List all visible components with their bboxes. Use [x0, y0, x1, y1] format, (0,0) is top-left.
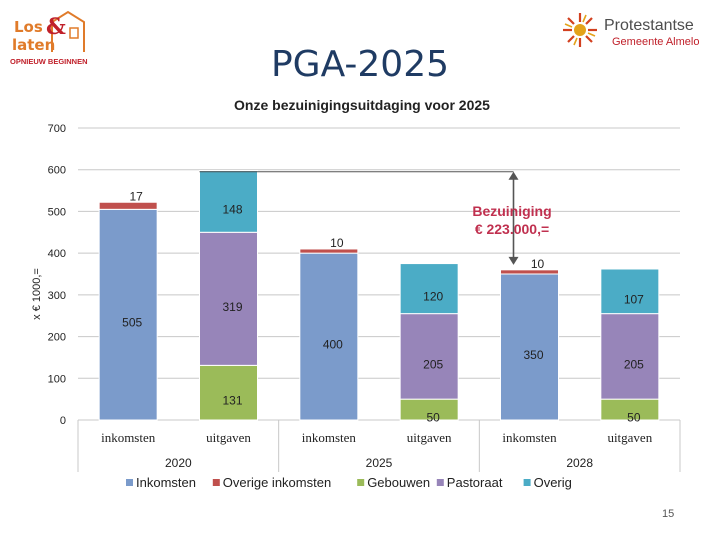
x-group-label: 2028: [566, 456, 593, 470]
y-tick-label: 700: [48, 123, 66, 135]
logo-right-name: Protestantse: [604, 17, 694, 34]
data-label: 319: [222, 300, 242, 314]
annotation-line2: € 223.000,=: [475, 221, 549, 237]
x-group-label: 2020: [165, 456, 192, 470]
legend-label: Inkomsten: [136, 475, 196, 490]
bar-segment: [500, 273, 559, 421]
data-label: 131: [222, 394, 242, 408]
data-label: 350: [523, 348, 543, 362]
legend-swatch: [357, 479, 365, 486]
data-label: 120: [423, 290, 443, 304]
y-tick-label: 100: [48, 373, 66, 385]
bar-segment: [600, 268, 660, 315]
data-label: 505: [122, 316, 142, 330]
slide-title: PGA-2025: [270, 44, 450, 85]
data-label: 50: [426, 411, 440, 425]
data-label: 400: [323, 338, 343, 352]
y-tick-label: 0: [60, 415, 66, 427]
annotation-arrowhead-down: [508, 256, 519, 265]
bar-segment: [98, 208, 158, 421]
y-tick-label: 300: [48, 290, 66, 302]
y-axis-label: x € 1000,=: [31, 268, 43, 320]
data-label: 148: [222, 202, 242, 216]
logo-right-sub: Gemeente Almelo: [612, 36, 699, 48]
protestantse-gemeente-logo: Protestantse Gemeente Almelo: [560, 8, 710, 52]
legend-swatch: [523, 479, 531, 486]
bar-segment: [600, 313, 660, 400]
x-group-label: 2025: [366, 456, 393, 470]
legend-swatch: [436, 479, 444, 486]
bar-segment: [299, 248, 359, 254]
bar-segment: [199, 231, 258, 366]
annotation-line1: Bezuiniging: [472, 203, 551, 219]
bar-segment: [299, 252, 359, 421]
sun-emblem-icon: [563, 13, 597, 47]
legend-label: Overig: [534, 475, 572, 490]
bar-segment: [199, 364, 258, 421]
legend-label: Overige inkomsten: [223, 475, 331, 490]
annotation-arrowhead-up: [508, 171, 519, 180]
bar-segment: [98, 201, 158, 210]
legend-label: Gebouwen: [367, 475, 430, 490]
data-label: 205: [624, 357, 644, 371]
y-tick-label: 200: [48, 332, 66, 344]
page-number: 15: [662, 508, 675, 520]
x-category-label: uitgaven: [407, 430, 452, 445]
data-label: 107: [624, 292, 644, 306]
bar-segment: [399, 263, 459, 315]
data-label: 10: [531, 257, 545, 271]
bar-segment: [399, 313, 459, 400]
stacked-bar-chart: Onze bezuinigingsuitdaging voor 2025 0 100…: [31, 97, 681, 490]
los-laten-logo: Los & laten OPNIEUW BEGINNEN: [8, 8, 108, 66]
data-label: 205: [423, 357, 443, 371]
y-tick-label: 600: [48, 165, 66, 177]
logo-left-ampersand: &: [46, 14, 66, 40]
data-label: 17: [129, 189, 143, 203]
y-tick-label: 400: [48, 248, 66, 260]
data-label: 50: [627, 411, 641, 425]
chart-title: Onze bezuinigingsuitdaging voor 2025: [234, 97, 490, 113]
x-category-label: inkomsten: [502, 430, 557, 445]
bar-segment: [500, 269, 559, 275]
x-category-label: inkomsten: [101, 430, 156, 445]
bar-segment: [199, 170, 258, 233]
legend-swatch: [126, 479, 133, 486]
logo-left-tagline: OPNIEUW BEGINNEN: [10, 57, 88, 66]
logo-left-line2: laten: [12, 36, 55, 54]
x-category-label: uitgaven: [607, 430, 652, 445]
legend-label: Pastoraat: [447, 475, 503, 490]
x-category-label: uitgaven: [206, 430, 251, 445]
data-label: 10: [330, 236, 344, 250]
x-category-label: inkomsten: [302, 430, 357, 445]
y-tick-label: 500: [48, 206, 66, 218]
logo-left-line1: Los: [14, 18, 43, 36]
legend-swatch: [212, 479, 220, 486]
